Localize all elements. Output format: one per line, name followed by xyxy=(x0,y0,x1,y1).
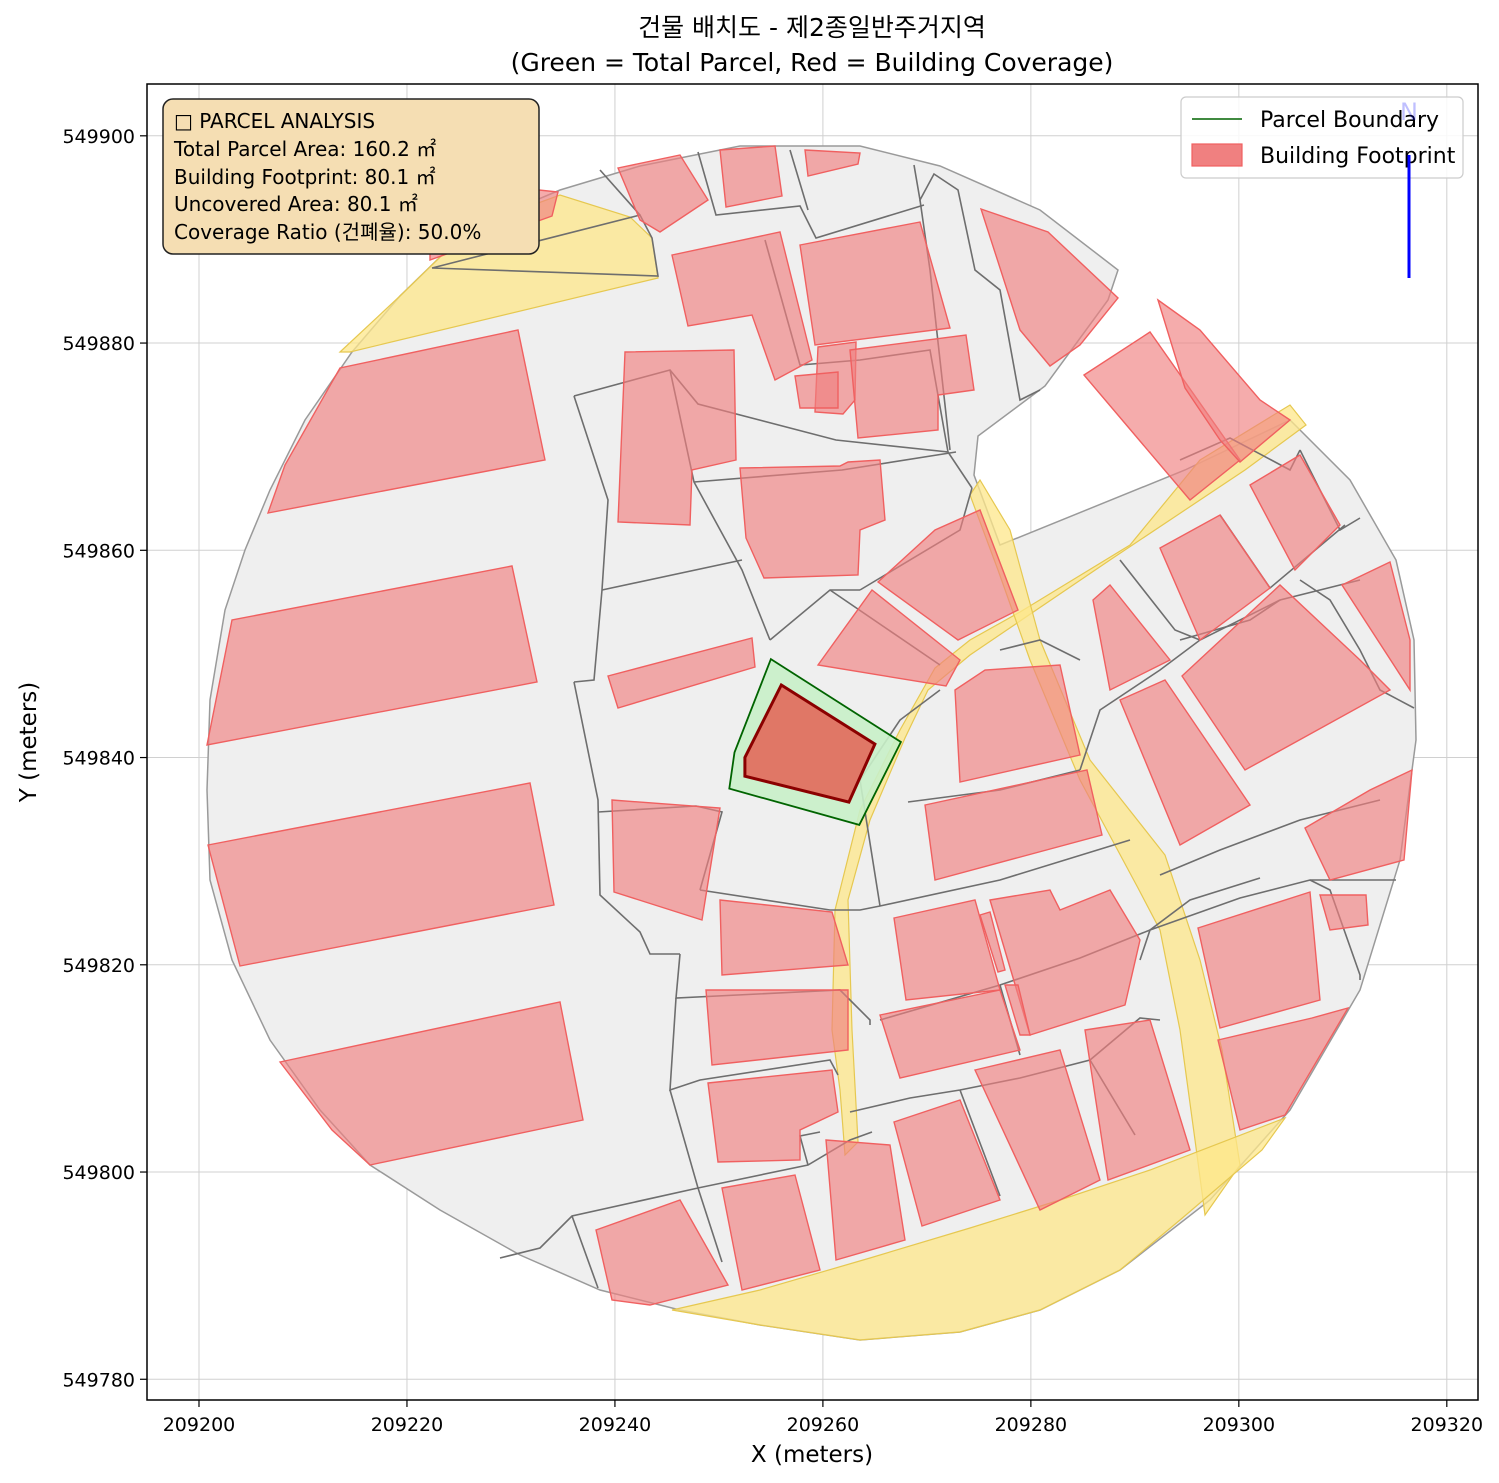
plot-frame xyxy=(146,83,1479,1401)
x-tick-label: 209260 xyxy=(787,1414,860,1436)
info-uncovered: Uncovered Area: 80.1 ㎡ xyxy=(174,192,418,216)
legend-parcel-label: Parcel Boundary xyxy=(1260,108,1439,133)
x-tick-label: 209220 xyxy=(371,1414,444,1436)
y-tick-label: 549900 xyxy=(62,126,135,148)
y-tick-label: 549820 xyxy=(62,955,135,977)
x-axis-label: X (meters) xyxy=(751,1442,873,1468)
road-south-arc xyxy=(671,1116,1287,1341)
x-tick-label: 209280 xyxy=(995,1414,1068,1436)
target-parcel[interactable] xyxy=(728,657,903,826)
north-arrow-label: N xyxy=(1400,98,1418,126)
target-building-footprint[interactable] xyxy=(743,682,877,804)
info-heading: □ PARCEL ANALYSIS xyxy=(174,109,375,133)
buildings xyxy=(206,145,1413,1306)
y-tick-label: 549840 xyxy=(62,748,135,770)
info-footprint: Building Footprint: 80.1 ㎡ xyxy=(174,165,436,189)
x-tick-label: 209320 xyxy=(1411,1414,1484,1436)
road-north-south xyxy=(969,478,1241,1217)
y-tick-label: 549860 xyxy=(62,540,135,562)
roads xyxy=(338,194,1307,1341)
info-coverage: Coverage Ratio (건폐율): 50.0% xyxy=(174,220,481,244)
x-tick-label: 209240 xyxy=(579,1414,652,1436)
y-axis-label: Y (meters) xyxy=(16,682,42,803)
x-tick-label: 209300 xyxy=(1203,1414,1276,1436)
chart-title-line2: (Green = Total Parcel, Red = Building Co… xyxy=(511,48,1114,77)
info-total-area: Total Parcel Area: 160.2 ㎡ xyxy=(173,137,436,161)
parcel-analysis-box: □ PARCEL ANALYSIS Total Parcel Area: 160… xyxy=(162,98,540,255)
y-tick-label: 549800 xyxy=(62,1162,135,1184)
y-tick-label: 549880 xyxy=(62,333,135,355)
chart-title-line1: 건물 배치도 - 제2종일반주거지역 xyxy=(638,13,986,42)
y-tick-label: 549780 xyxy=(62,1369,135,1391)
x-tick-label: 209200 xyxy=(163,1414,236,1436)
legend-building-swatch xyxy=(1191,143,1243,167)
axis-ticks: 209200 209220 209240 209260 209280 209300 2093… xyxy=(62,126,1483,1436)
legend: Parcel Boundary Building Footprint xyxy=(1180,96,1464,179)
north-arrow: N xyxy=(1400,98,1418,278)
legend-building-label: Building Footprint xyxy=(1260,144,1456,169)
